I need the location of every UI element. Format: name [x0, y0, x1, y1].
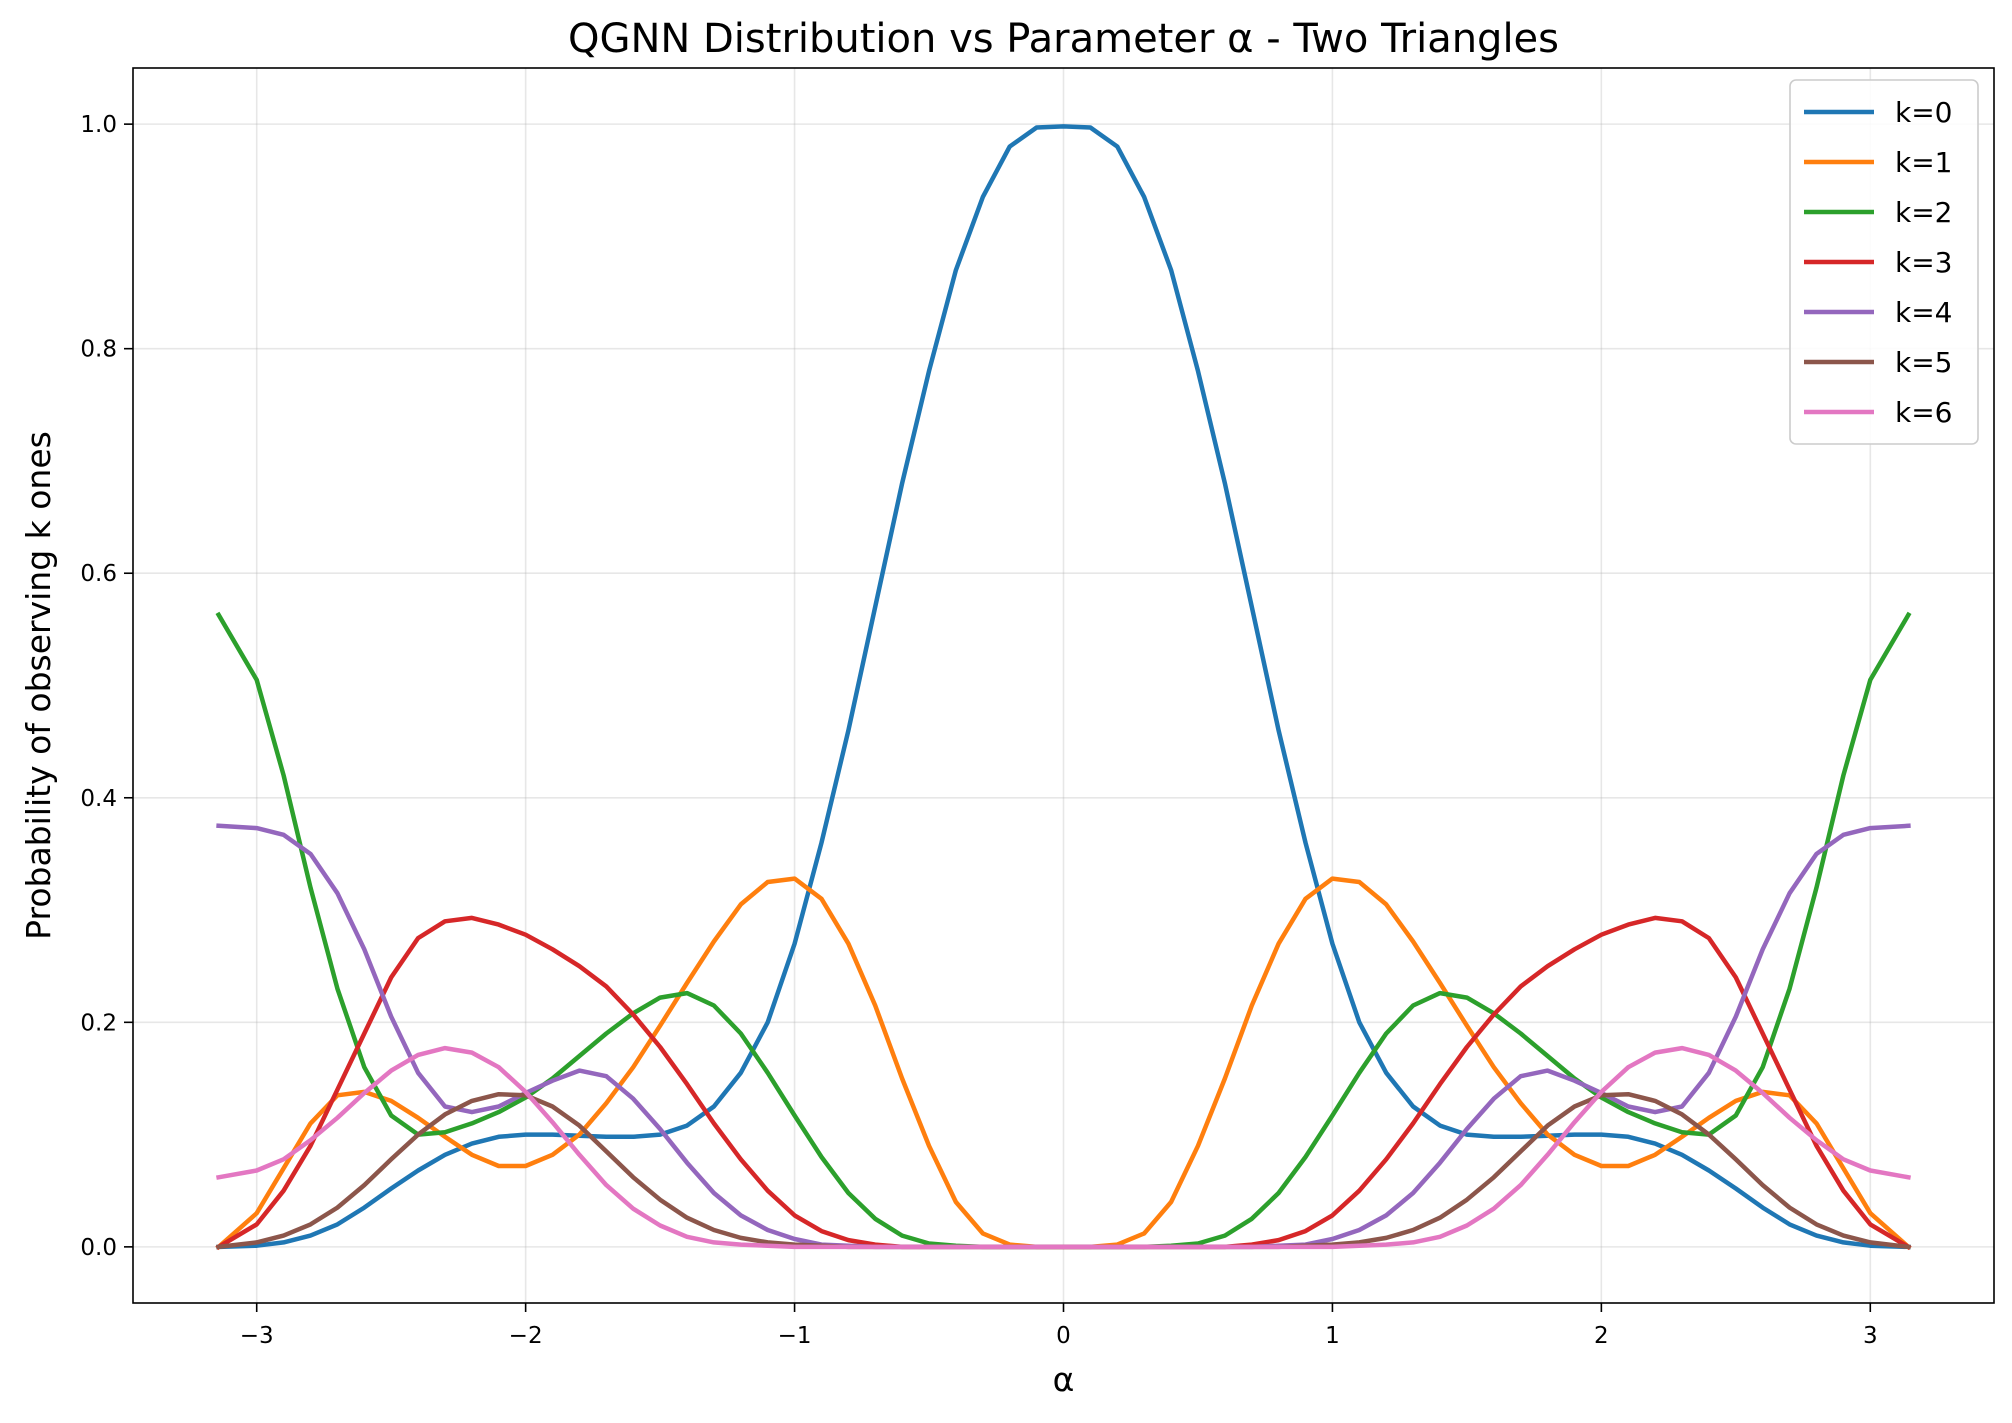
- x-axis-label: α: [1053, 1360, 1075, 1399]
- x-tick-label: 0: [1056, 1323, 1071, 1349]
- x-tick-label: −2: [509, 1323, 543, 1349]
- chart-title: QGNN Distribution vs Parameter α - Two T…: [568, 16, 1559, 62]
- legend-label-k-4: k=4: [1895, 296, 1953, 329]
- y-tick-label: 0.4: [80, 786, 117, 812]
- y-tick-label: 0.8: [80, 337, 117, 363]
- x-tick-label: 3: [1863, 1323, 1878, 1349]
- y-tick-label: 1.0: [80, 112, 117, 138]
- legend-label-k-0: k=0: [1895, 96, 1953, 129]
- axis-ticks: −3 −2 −1 0 1 2 3 0.0 0.2 0.4 0.6 0.8 1.0: [80, 112, 1877, 1349]
- y-tick-label: 0.2: [80, 1010, 117, 1036]
- grid-lines: [133, 68, 1994, 1303]
- legend: k=0 k=1 k=2 k=3 k=4 k=5 k=6: [1789, 79, 1979, 445]
- legend-label-k-3: k=3: [1895, 246, 1953, 279]
- series-lines: [215, 124, 1912, 1251]
- y-tick-label: 0.0: [80, 1235, 117, 1261]
- legend-label-k-5: k=5: [1895, 346, 1953, 379]
- legend-label-k-2: k=2: [1895, 196, 1953, 229]
- series-line-k-0: [216, 124, 1911, 1250]
- legend-label-k-6: k=6: [1895, 396, 1953, 429]
- x-tick-label: 2: [1594, 1323, 1609, 1349]
- x-tick-label: 1: [1325, 1323, 1340, 1349]
- y-tick-label: 0.6: [80, 561, 117, 587]
- x-tick-label: −3: [240, 1323, 274, 1349]
- legend-label-k-1: k=1: [1895, 146, 1953, 179]
- x-tick-label: −1: [778, 1323, 812, 1349]
- series-line-k-6: [215, 1045, 1912, 1250]
- legend-box: [1789, 79, 1979, 445]
- y-axis-label: Probability of observing k ones: [19, 431, 58, 940]
